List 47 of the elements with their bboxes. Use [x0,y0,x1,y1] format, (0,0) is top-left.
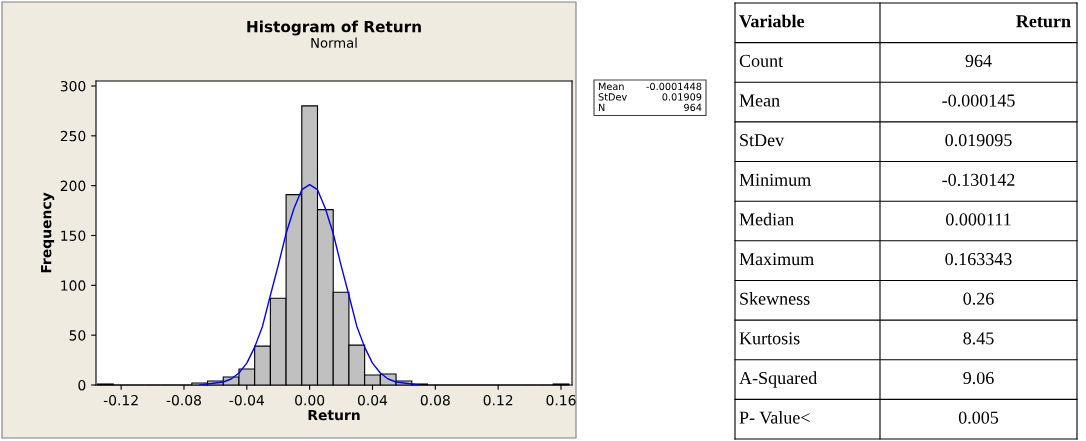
y-tick-label: 200 [60,180,86,192]
text: StDev [740,134,785,147]
text: 9.06 [963,371,994,385]
text: 964 [965,54,992,67]
chart-title: Histogram of Return [247,20,421,36]
text: 8.45 [963,332,994,345]
y-tick-label: 100 [61,280,86,291]
text: Minimum [739,173,811,186]
y-tick-label: 300 [60,80,86,92]
text: A-Squared [739,371,817,388]
x-tick-label: 0.00 [295,394,325,406]
y-tick-label: 150 [61,230,86,241]
x-tick-label: 0.04 [357,394,388,406]
text: 0.000111 [946,213,1011,226]
text: 0.01909 [662,93,702,101]
text: Count [739,54,784,67]
text: Skewness [740,292,810,305]
text: Mean [598,82,624,91]
text: -0.000145 [942,94,1015,107]
y-tick-label: 0 [78,379,86,391]
text: Variable [739,14,805,28]
text: 0.163343 [945,252,1012,266]
text: 0.26 [963,292,994,305]
text: -0.130142 [942,173,1015,186]
chart-subtitle: Normal [311,37,357,48]
text: N [598,103,605,111]
x-tick-label: -0.04 [229,394,264,406]
text: Return [1016,15,1071,28]
y-tick-label: 50 [69,330,86,341]
text: 964 [684,103,702,112]
text: 0.019095 [945,134,1012,147]
text: StDev [598,93,627,101]
text: 0.005 [958,411,999,424]
text: Median [739,212,794,226]
text: Mean [739,94,780,107]
y-axis-title: Frequency [41,192,55,273]
text: P- Value< [739,410,810,424]
text: -0.0001448 [646,82,702,91]
x-tick-label: 0.16 [546,394,576,406]
x-tick-label: 0.08 [420,394,450,406]
x-tick-label: -0.12 [103,394,138,406]
text: Maximum [739,253,814,266]
y-tick-label: 250 [60,130,86,142]
x-tick-label: -0.08 [166,394,201,406]
x-axis-title: Return [308,409,360,421]
text: Kurtosis [739,332,800,345]
x-tick-label: 0.12 [483,394,513,406]
